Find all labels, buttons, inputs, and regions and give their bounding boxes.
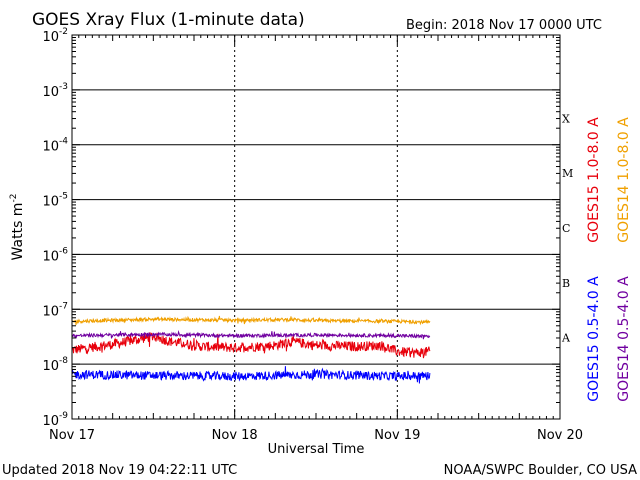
series-line — [71, 366, 431, 384]
y-tick-label: 10-5 — [42, 192, 68, 210]
series-line — [71, 330, 431, 340]
y-tick-base: 10 — [42, 140, 59, 155]
x-tick-labels: Nov 17 Nov 18 Nov 19 Nov 20 — [49, 428, 583, 443]
y-tick-exp: -2 — [59, 27, 68, 37]
y-tick-exp: -5 — [59, 192, 68, 202]
series-layer — [71, 315, 431, 384]
plot-frame — [71, 34, 561, 420]
y-axis-label-exp: -2 — [9, 194, 19, 203]
legend-entry: GOES15 1.0-8.0 A — [586, 117, 602, 243]
x-tick-label: Nov 20 — [537, 428, 583, 443]
legend-entry: GOES14 1.0-8.0 A — [616, 117, 632, 243]
y-tick-exp: -7 — [59, 301, 68, 311]
y-axis-label: Watts m-2 — [9, 194, 26, 261]
legend: GOES15 1.0-8.0 A GOES14 1.0-8.0 A GOES15 0… — [586, 117, 632, 402]
y-tick-label: 10-9 — [42, 411, 68, 429]
x-tick-label: Nov 19 — [374, 428, 420, 443]
series-line — [71, 315, 431, 326]
x-axis-label: Universal Time — [268, 442, 365, 457]
credit-footer: NOAA/SWPC Boulder, CO USA — [444, 463, 637, 478]
flare-class-label: M — [562, 167, 573, 180]
y-tick-base: 10 — [42, 304, 59, 319]
axis-ticks — [71, 34, 561, 420]
y-tick-base: 10 — [42, 195, 59, 210]
y-tick-label: 10-2 — [42, 27, 68, 45]
legend-entry: GOES14 0.5-4.0 A — [616, 276, 632, 402]
grid-layer — [72, 35, 560, 419]
y-tick-base: 10 — [42, 30, 59, 45]
y-tick-label: 10-8 — [42, 356, 68, 374]
y-tick-base: 10 — [42, 85, 59, 100]
y-tick-exp: -6 — [59, 246, 68, 256]
y-tick-label: 10-6 — [42, 246, 68, 264]
flare-class-label: B — [562, 277, 570, 290]
chart-title: GOES Xray Flux (1-minute data) — [32, 10, 305, 30]
legend-entry: GOES15 0.5-4.0 A — [586, 276, 602, 402]
y-tick-label: 10-3 — [42, 82, 68, 100]
y-tick-exp: -9 — [59, 411, 68, 421]
updated-footer: Updated 2018 Nov 19 04:22:11 UTC — [2, 463, 237, 478]
y-tick-label: 10-4 — [42, 137, 68, 155]
flare-class-label: C — [562, 222, 570, 235]
flare-class-label: X — [562, 112, 570, 125]
x-tick-label: Nov 18 — [212, 428, 258, 443]
x-tick-label: Nov 17 — [49, 428, 95, 443]
y-tick-exp: -4 — [59, 137, 68, 147]
y-tick-base: 10 — [42, 249, 59, 264]
y-tick-label: 10-7 — [42, 301, 68, 319]
y-axis-label-text: Watts m — [10, 203, 26, 261]
y-tick-exp: -3 — [59, 82, 68, 92]
y-tick-exp: -8 — [59, 356, 68, 366]
flare-class-label: A — [561, 332, 571, 345]
begin-label: Begin: 2018 Nov 17 0000 UTC — [406, 18, 602, 33]
y-tick-base: 10 — [42, 359, 59, 374]
flare-class-labels: X M C B A — [561, 112, 573, 344]
series-line — [71, 332, 431, 359]
y-tick-base: 10 — [42, 414, 59, 429]
y-tick-labels: 10-910-810-710-610-510-410-310-2 — [42, 27, 68, 429]
